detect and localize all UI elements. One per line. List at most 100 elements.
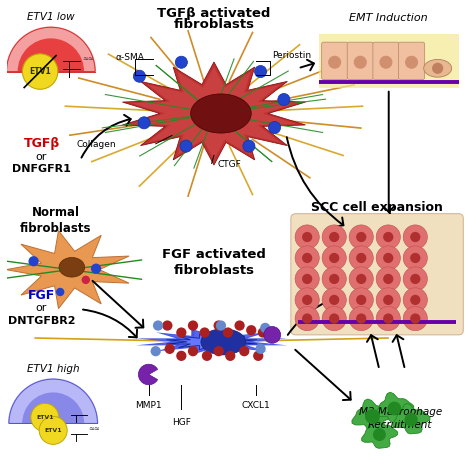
Circle shape [322,288,346,312]
Circle shape [22,54,58,89]
Circle shape [376,288,401,312]
Circle shape [239,346,249,356]
Wedge shape [8,378,98,423]
Circle shape [268,121,281,134]
Text: M2 Macrophage
Recruitment: M2 Macrophage Recruitment [359,407,442,429]
Circle shape [354,56,367,69]
Circle shape [302,295,312,305]
Circle shape [31,403,59,431]
Circle shape [302,313,312,324]
Circle shape [376,306,401,331]
Text: HGF: HGF [172,418,191,427]
Circle shape [225,351,236,361]
Polygon shape [147,331,276,353]
Circle shape [216,320,226,331]
Text: CTGF: CTGF [217,160,241,169]
Circle shape [264,327,281,343]
Text: ETV1: ETV1 [36,415,54,420]
Text: DNTGFBR2: DNTGFBR2 [8,316,75,326]
FancyBboxPatch shape [399,42,425,80]
Circle shape [322,225,346,249]
Polygon shape [166,334,257,350]
Circle shape [365,409,380,424]
Circle shape [356,295,366,305]
Text: Normal
fibroblasts: Normal fibroblasts [20,206,91,235]
Circle shape [356,232,366,242]
Circle shape [153,320,163,331]
Circle shape [258,328,268,337]
Circle shape [255,65,267,78]
Circle shape [302,253,312,263]
Text: MMP1: MMP1 [136,401,162,410]
Circle shape [295,246,319,270]
Polygon shape [6,231,129,309]
Circle shape [405,56,418,69]
Circle shape [302,274,312,284]
Circle shape [349,225,374,249]
Circle shape [188,346,198,356]
Circle shape [410,313,420,324]
Circle shape [200,328,210,337]
Circle shape [255,344,266,354]
Circle shape [138,117,150,129]
Text: ETV1 high: ETV1 high [27,364,80,374]
Circle shape [328,56,341,69]
FancyBboxPatch shape [319,34,459,88]
Circle shape [260,323,270,333]
Circle shape [403,246,428,270]
Text: CXCL1: CXCL1 [242,401,270,410]
Circle shape [235,320,245,331]
Circle shape [329,313,339,324]
Circle shape [295,306,319,331]
Text: α-SMA: α-SMA [115,53,144,62]
Text: ≈≈: ≈≈ [82,56,94,62]
Circle shape [403,306,428,331]
Circle shape [356,313,366,324]
Circle shape [213,320,224,331]
Circle shape [91,264,101,274]
Text: FGF activated
fibroblasts: FGF activated fibroblasts [162,248,266,277]
Circle shape [175,56,187,68]
Text: or: or [36,152,47,162]
Circle shape [410,274,420,284]
Circle shape [243,140,255,152]
Polygon shape [122,62,306,165]
Ellipse shape [59,257,85,277]
Wedge shape [6,27,96,72]
Circle shape [295,225,319,249]
Circle shape [349,288,374,312]
Circle shape [188,320,198,331]
Wedge shape [138,364,157,385]
Circle shape [410,253,420,263]
Circle shape [223,328,233,337]
Circle shape [278,93,290,106]
Circle shape [180,140,192,152]
Circle shape [383,253,393,263]
Text: TGFβ: TGFβ [23,137,60,150]
Text: or: or [36,303,47,313]
Circle shape [376,267,401,291]
Circle shape [329,253,339,263]
FancyBboxPatch shape [322,42,348,80]
Ellipse shape [424,59,452,77]
Circle shape [253,351,264,361]
Circle shape [349,306,374,331]
Circle shape [349,246,374,270]
Text: Collagen: Collagen [76,140,116,149]
Polygon shape [362,419,398,448]
Circle shape [403,267,428,291]
Circle shape [356,274,366,284]
Circle shape [410,295,420,305]
Polygon shape [393,403,430,434]
Circle shape [387,401,401,415]
Circle shape [383,295,393,305]
Ellipse shape [201,329,246,355]
FancyBboxPatch shape [347,42,374,80]
Circle shape [376,225,401,249]
Text: TGFβ activated: TGFβ activated [157,7,271,20]
Text: EMT Induction: EMT Induction [349,13,428,23]
Text: ≈≈: ≈≈ [89,426,100,431]
Circle shape [329,232,339,242]
Text: fibroblasts: fibroblasts [173,18,255,31]
Text: ETV1: ETV1 [45,428,62,433]
